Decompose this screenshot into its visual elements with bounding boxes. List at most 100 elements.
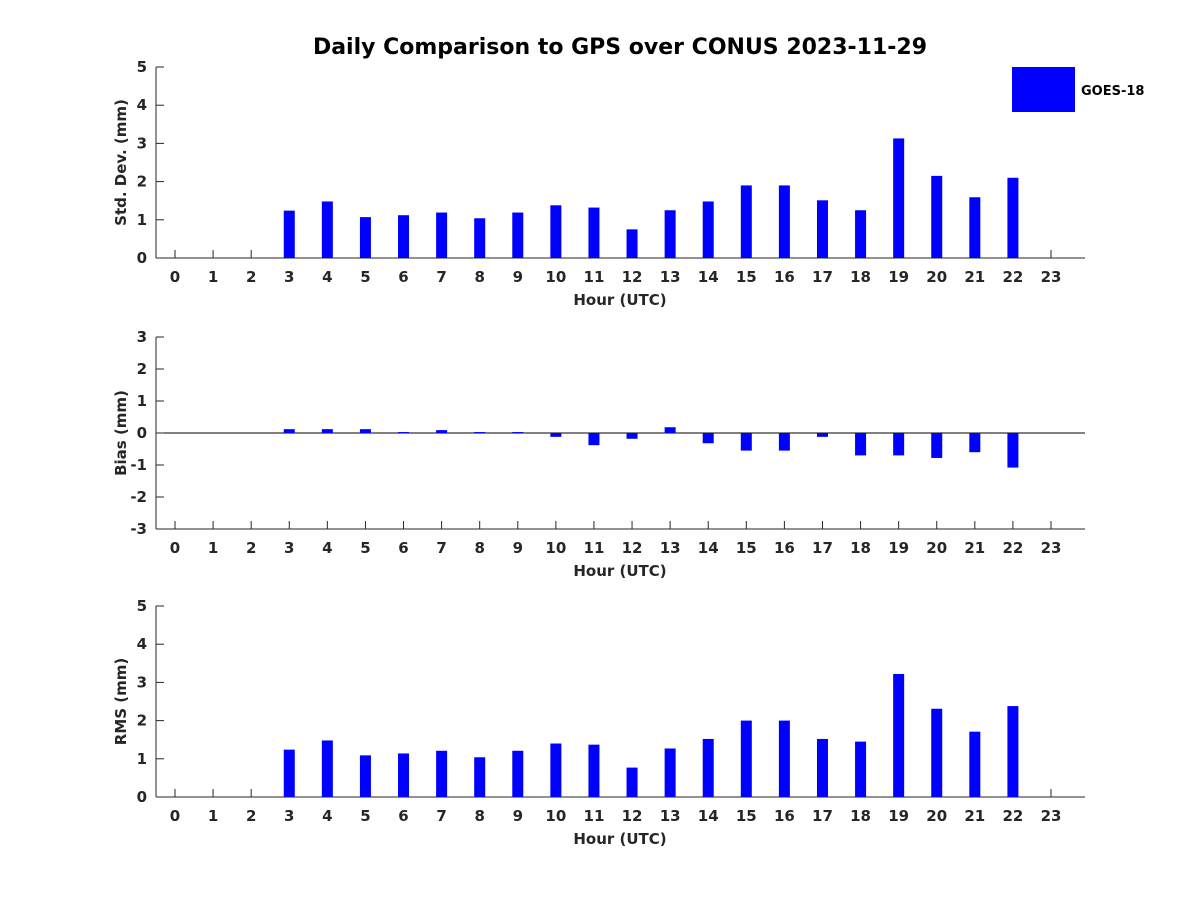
y-tick-label: 2 [137, 360, 147, 378]
x-tick-label: 23 [1041, 268, 1062, 286]
x-tick-label: 20 [926, 268, 947, 286]
y-tick-label: 1 [137, 392, 147, 410]
x-tick-label: 16 [774, 268, 795, 286]
x-tick-label: 11 [584, 807, 605, 825]
x-tick-label: 4 [322, 539, 332, 557]
x-tick-label: 3 [284, 539, 294, 557]
y-tick-label: 5 [137, 58, 147, 76]
bar-hour-6 [398, 215, 410, 258]
x-tick-label: 18 [850, 807, 871, 825]
y-tick-label: 4 [137, 96, 147, 114]
bar-hour-5 [359, 755, 371, 797]
bar-hour-14 [702, 433, 714, 444]
x-tick-label: 2 [246, 807, 256, 825]
bar-hour-6 [398, 432, 410, 434]
x-tick-label: 17 [812, 539, 833, 557]
bar-hour-13 [664, 210, 676, 258]
bar-hour-3 [283, 429, 295, 433]
bar-hour-11 [588, 433, 600, 446]
bar-hour-7 [436, 212, 448, 258]
bar-hour-7 [436, 750, 448, 797]
bar-hour-12 [626, 767, 638, 797]
bar-hour-21 [969, 197, 981, 258]
bar-hour-5 [359, 429, 371, 433]
x-tick-label: 17 [812, 268, 833, 286]
x-tick-label: 12 [622, 539, 643, 557]
bar-hour-22 [1007, 706, 1019, 797]
x-tick-label: 19 [888, 268, 909, 286]
bar-hour-4 [321, 740, 333, 797]
x-tick-label: 10 [545, 268, 566, 286]
x-tick-label: 4 [322, 268, 332, 286]
bar-hour-21 [969, 433, 981, 453]
bar-hour-10 [550, 205, 562, 258]
bar-hour-15 [740, 720, 752, 797]
legend-swatch [1012, 67, 1075, 112]
x-tick-label: 11 [584, 539, 605, 557]
x-tick-label: 5 [360, 807, 370, 825]
x-tick-label: 22 [1002, 807, 1023, 825]
x-tick-label: 2 [246, 539, 256, 557]
y-tick-label: 0 [137, 788, 147, 806]
y-tick-label: 1 [137, 211, 147, 229]
x-axis-label: Hour (UTC) [573, 562, 666, 580]
x-tick-label: 23 [1041, 539, 1062, 557]
bar-hour-4 [321, 429, 333, 433]
x-tick-label: 13 [660, 539, 681, 557]
y-tick-label: 4 [137, 635, 147, 653]
x-tick-label: 10 [545, 807, 566, 825]
x-tick-label: 1 [208, 807, 218, 825]
chart-title: Daily Comparison to GPS over CONUS 2023-… [313, 35, 927, 60]
y-tick-label: 1 [137, 750, 147, 768]
bar-hour-14 [702, 201, 714, 258]
bar-hour-14 [702, 738, 714, 797]
x-tick-label: 12 [622, 807, 643, 825]
bar-hour-8 [474, 218, 486, 258]
bar-hour-18 [855, 741, 867, 797]
y-axis-label: Std. Dev. (mm) [112, 99, 130, 226]
x-tick-label: 1 [208, 539, 218, 557]
bar-hour-12 [626, 229, 638, 258]
x-tick-label: 14 [698, 807, 719, 825]
x-tick-label: 13 [660, 807, 681, 825]
x-tick-label: 2 [246, 268, 256, 286]
bar-hour-9 [512, 212, 524, 258]
x-tick-label: 0 [170, 268, 180, 286]
x-tick-label: 6 [398, 807, 408, 825]
x-tick-label: 9 [513, 807, 523, 825]
x-tick-label: 20 [926, 539, 947, 557]
x-tick-label: 7 [436, 807, 446, 825]
x-tick-label: 0 [170, 539, 180, 557]
x-tick-label: 20 [926, 807, 947, 825]
bar-hour-11 [588, 207, 600, 258]
bar-hour-3 [283, 749, 295, 797]
x-tick-label: 7 [436, 539, 446, 557]
x-tick-label: 6 [398, 539, 408, 557]
x-tick-label: 8 [474, 268, 484, 286]
x-tick-label: 18 [850, 268, 871, 286]
y-tick-label: -3 [130, 520, 147, 538]
y-tick-label: 3 [137, 134, 147, 152]
bar-hour-9 [512, 432, 524, 434]
bar-hour-16 [778, 720, 790, 797]
x-tick-label: 9 [513, 268, 523, 286]
x-tick-label: 16 [774, 807, 795, 825]
x-tick-label: 8 [474, 539, 484, 557]
bar-hour-3 [283, 210, 295, 258]
bar-hour-18 [855, 210, 867, 258]
x-tick-label: 23 [1041, 807, 1062, 825]
bar-hour-19 [893, 433, 905, 456]
y-axis-label: RMS (mm) [112, 658, 130, 745]
x-tick-label: 13 [660, 268, 681, 286]
bar-hour-20 [931, 175, 943, 258]
x-tick-label: 18 [850, 539, 871, 557]
bar-hour-12 [626, 433, 638, 439]
x-tick-label: 1 [208, 268, 218, 286]
y-tick-label: 2 [137, 173, 147, 191]
x-tick-label: 3 [284, 807, 294, 825]
x-tick-label: 9 [513, 539, 523, 557]
